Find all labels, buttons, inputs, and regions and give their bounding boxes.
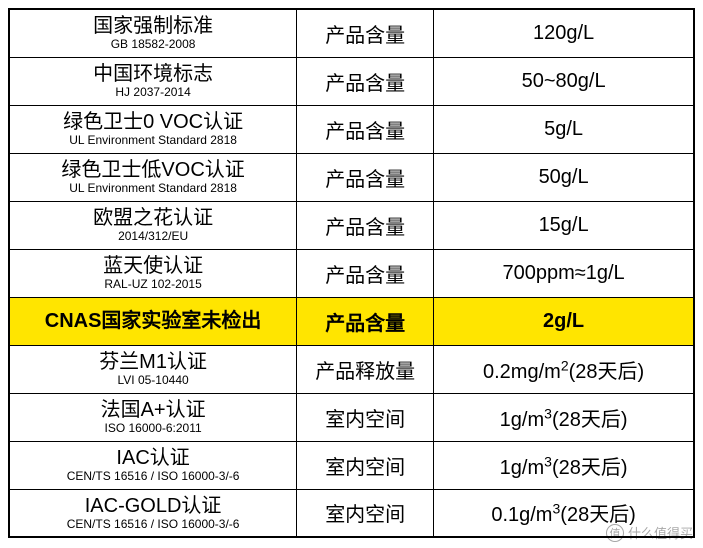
standard-name: IAC-GOLD认证	[14, 495, 292, 518]
cell-value: 5g/L	[434, 105, 694, 153]
standard-code: CEN/TS 16516 / ISO 16000-3/-6	[14, 470, 292, 483]
standard-code: LVI 05-10440	[14, 374, 292, 387]
table-row: 芬兰M1认证LVI 05-10440产品释放量0.2mg/m2(28天后)	[9, 345, 694, 393]
standard-name: 中国环境标志	[14, 63, 292, 86]
cell-type: 产品含量	[297, 57, 434, 105]
standard-code: ISO 16000-6:2011	[14, 422, 292, 435]
table-row: 欧盟之花认证2014/312/EU产品含量15g/L	[9, 201, 694, 249]
standard-code: CEN/TS 16516 / ISO 16000-3/-6	[14, 518, 292, 531]
cell-name: 蓝天使认证RAL-UZ 102-2015	[9, 249, 297, 297]
cell-name: 国家强制标准GB 18582-2008	[9, 9, 297, 57]
cell-name: CNAS国家实验室未检出	[9, 297, 297, 345]
cell-type: 产品释放量	[297, 345, 434, 393]
table-row: 国家强制标准GB 18582-2008产品含量120g/L	[9, 9, 694, 57]
standard-code: GB 18582-2008	[14, 38, 292, 51]
table-row: IAC-GOLD认证CEN/TS 16516 / ISO 16000-3/-6室…	[9, 489, 694, 537]
cell-name: IAC认证CEN/TS 16516 / ISO 16000-3/-6	[9, 441, 297, 489]
cell-value: 50~80g/L	[434, 57, 694, 105]
standards-table: 国家强制标准GB 18582-2008产品含量120g/L中国环境标志HJ 20…	[8, 8, 695, 538]
standard-code: UL Environment Standard 2818	[14, 182, 292, 195]
standard-name: 绿色卫士低VOC认证	[14, 159, 292, 182]
cell-value: 1g/m3(28天后)	[434, 393, 694, 441]
cell-value: 50g/L	[434, 153, 694, 201]
standard-code: 2014/312/EU	[14, 230, 292, 243]
cell-name: 中国环境标志HJ 2037-2014	[9, 57, 297, 105]
standard-name: IAC认证	[14, 447, 292, 470]
table-row: IAC认证CEN/TS 16516 / ISO 16000-3/-6室内空间1g…	[9, 441, 694, 489]
cell-name: IAC-GOLD认证CEN/TS 16516 / ISO 16000-3/-6	[9, 489, 297, 537]
standard-name: 欧盟之花认证	[14, 207, 292, 230]
table-row: 蓝天使认证RAL-UZ 102-2015产品含量700ppm≈1g/L	[9, 249, 694, 297]
cell-value: 15g/L	[434, 201, 694, 249]
standard-name: CNAS国家实验室未检出	[14, 310, 292, 333]
cell-value: 1g/m3(28天后)	[434, 441, 694, 489]
table-body: 国家强制标准GB 18582-2008产品含量120g/L中国环境标志HJ 20…	[9, 9, 694, 537]
cell-type: 室内空间	[297, 441, 434, 489]
standard-name: 芬兰M1认证	[14, 351, 292, 374]
cell-type: 产品含量	[297, 249, 434, 297]
cell-type: 室内空间	[297, 393, 434, 441]
cell-value: 700ppm≈1g/L	[434, 249, 694, 297]
table-row: 法国A+认证ISO 16000-6:2011室内空间1g/m3(28天后)	[9, 393, 694, 441]
standard-name: 法国A+认证	[14, 399, 292, 422]
cell-name: 法国A+认证ISO 16000-6:2011	[9, 393, 297, 441]
cell-value: 0.2mg/m2(28天后)	[434, 345, 694, 393]
cell-name: 绿色卫士低VOC认证UL Environment Standard 2818	[9, 153, 297, 201]
cell-type: 产品含量	[297, 297, 434, 345]
standard-name: 蓝天使认证	[14, 255, 292, 278]
standard-code: HJ 2037-2014	[14, 86, 292, 99]
standard-name: 国家强制标准	[14, 15, 292, 38]
cell-name: 芬兰M1认证LVI 05-10440	[9, 345, 297, 393]
cell-type: 产品含量	[297, 153, 434, 201]
cell-value: 2g/L	[434, 297, 694, 345]
standard-code: UL Environment Standard 2818	[14, 134, 292, 147]
table-row: 中国环境标志HJ 2037-2014产品含量50~80g/L	[9, 57, 694, 105]
cell-type: 室内空间	[297, 489, 434, 537]
cell-name: 欧盟之花认证2014/312/EU	[9, 201, 297, 249]
cell-value: 120g/L	[434, 9, 694, 57]
table-row: 绿色卫士低VOC认证UL Environment Standard 2818产品…	[9, 153, 694, 201]
cell-type: 产品含量	[297, 201, 434, 249]
table-row: 绿色卫士0 VOC认证UL Environment Standard 2818产…	[9, 105, 694, 153]
table-row: CNAS国家实验室未检出产品含量2g/L	[9, 297, 694, 345]
cell-type: 产品含量	[297, 9, 434, 57]
standard-name: 绿色卫士0 VOC认证	[14, 111, 292, 134]
standard-code: RAL-UZ 102-2015	[14, 278, 292, 291]
cell-name: 绿色卫士0 VOC认证UL Environment Standard 2818	[9, 105, 297, 153]
cell-value: 0.1g/m3(28天后)	[434, 489, 694, 537]
cell-type: 产品含量	[297, 105, 434, 153]
